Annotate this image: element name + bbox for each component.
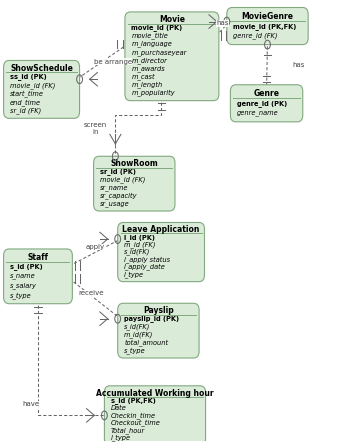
Text: Leave Application: Leave Application [122,225,200,234]
Text: apply: apply [85,244,105,250]
Text: sr_id (PK): sr_id (PK) [100,168,136,175]
Text: screen
in: screen in [84,122,107,135]
Text: m_purchaseyear: m_purchaseyear [131,49,187,56]
Text: l_type: l_type [111,434,131,441]
Text: s_type: s_type [124,347,146,354]
Text: end_time: end_time [10,99,41,106]
Text: payslip_id (PK): payslip_id (PK) [124,315,179,322]
Text: Checkin_time: Checkin_time [111,412,156,419]
Text: Genre: Genre [253,89,280,98]
Text: Checkout_time: Checkout_time [111,419,161,426]
Text: movie_id (FK): movie_id (FK) [10,82,55,88]
Text: m_length: m_length [131,81,163,88]
Text: movie_id (FK): movie_id (FK) [100,176,145,183]
FancyBboxPatch shape [227,8,308,45]
Text: MovieGenre: MovieGenre [242,11,293,20]
Text: receive: receive [79,290,104,297]
Text: movie_id (PK,FK): movie_id (PK,FK) [233,23,297,30]
Text: Staff: Staff [27,253,49,262]
Text: start_time: start_time [10,90,44,97]
Text: Movie: Movie [159,15,185,24]
Text: Total_hour: Total_hour [111,427,145,434]
Text: genre_id (FK): genre_id (FK) [233,33,278,39]
FancyBboxPatch shape [94,156,175,211]
FancyBboxPatch shape [104,386,206,442]
Text: Date: Date [111,405,127,411]
Text: ShowSchedule: ShowSchedule [10,64,73,73]
FancyBboxPatch shape [125,12,219,101]
Text: s_type: s_type [10,292,32,299]
Text: has: has [217,20,229,27]
FancyBboxPatch shape [118,303,199,358]
FancyBboxPatch shape [118,222,204,282]
Text: have: have [22,401,39,408]
Text: s_id (PK,FK): s_id (PK,FK) [111,397,156,404]
Text: l_type: l_type [124,271,144,278]
Text: genre_id (PK): genre_id (PK) [237,100,287,107]
Text: sr_id (FK): sr_id (FK) [10,107,41,114]
Text: s_salary: s_salary [10,282,37,289]
Text: s_id(FK): s_id(FK) [124,249,150,255]
Text: m_id (FK): m_id (FK) [124,241,156,248]
Text: sr_usage: sr_usage [100,201,130,206]
Text: s_name: s_name [10,273,36,279]
Text: m_director: m_director [131,57,167,64]
Text: movie_title: movie_title [131,32,168,39]
Text: has: has [292,62,304,68]
Text: Payslip: Payslip [143,306,174,315]
Text: be arrange: be arrange [94,59,132,65]
Text: m_language: m_language [131,41,172,47]
FancyBboxPatch shape [4,61,80,118]
Text: s_id(FK): s_id(FK) [124,323,150,330]
FancyBboxPatch shape [4,249,72,304]
Text: ss_id (PK): ss_id (PK) [10,73,47,80]
Text: sr_name: sr_name [100,185,129,191]
Text: sr_capacity: sr_capacity [100,192,138,199]
Text: ShowRoom: ShowRoom [111,159,158,168]
Text: m_id(FK): m_id(FK) [124,331,154,338]
Text: m_popularity: m_popularity [131,90,175,96]
Text: s_id (PK): s_id (PK) [10,263,43,270]
FancyBboxPatch shape [230,85,303,122]
Text: Accumulated Working hour: Accumulated Working hour [96,389,214,397]
Text: movie_id (PK): movie_id (PK) [131,24,183,31]
Text: total_amount: total_amount [124,339,168,346]
Text: l_apply_date: l_apply_date [124,263,166,271]
Text: l_apply status: l_apply status [124,256,170,263]
Text: m_awards: m_awards [131,65,165,72]
Text: l_id (PK): l_id (PK) [124,234,155,240]
Text: genre_name: genre_name [237,110,279,116]
Text: m_cast: m_cast [131,73,155,80]
